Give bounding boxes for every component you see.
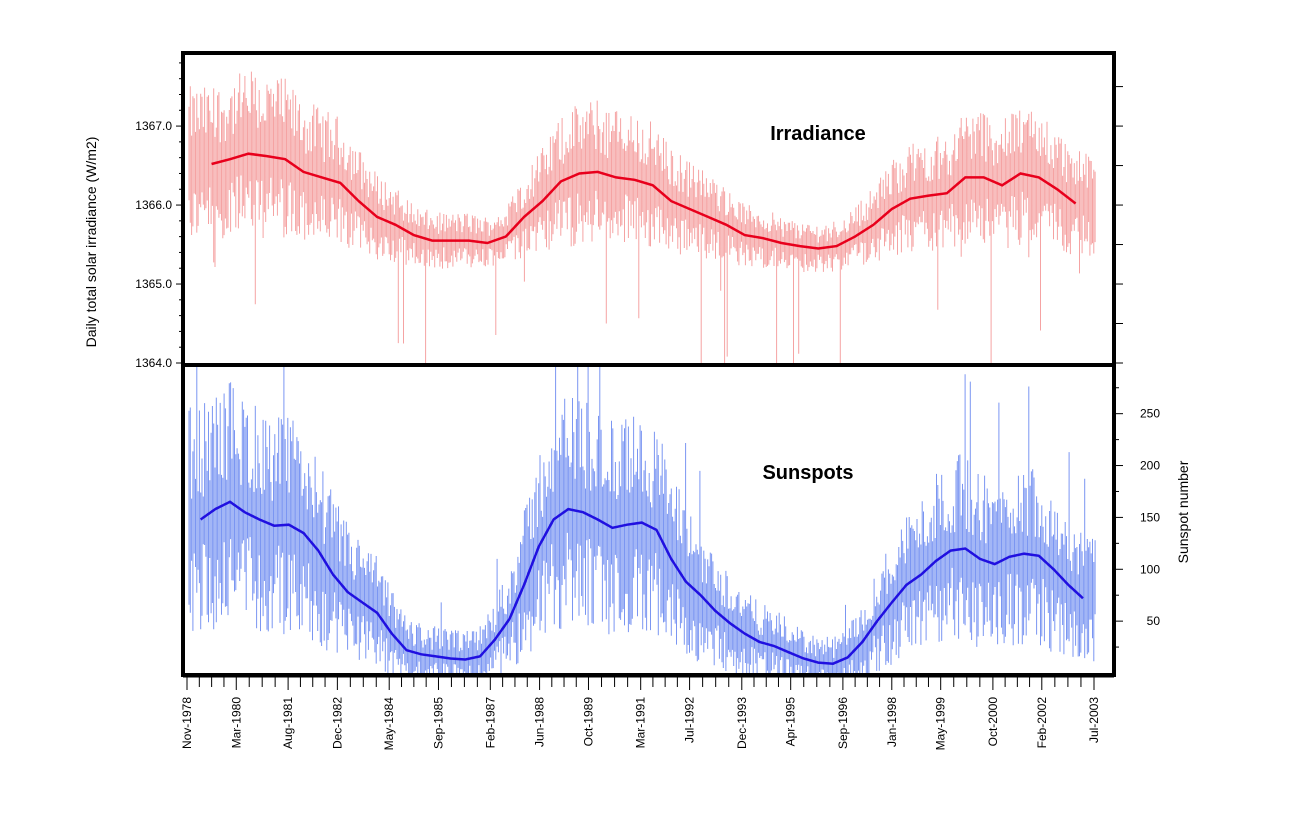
sunspot-daily-series	[188, 367, 1096, 673]
x-tick-label: Jun-1988	[533, 697, 547, 747]
x-tick-label: Aug-1981	[281, 697, 295, 749]
x-tick-label: Jul-1992	[683, 697, 697, 743]
time-x-axis: Nov-1978 Mar-1980 Aug-1981 Dec-1982 May-1984…	[180, 676, 1114, 751]
x-tick-label: Mar-1980	[229, 697, 243, 749]
irradiance-daily-series	[188, 71, 1096, 363]
irradiance-daily-trace	[188, 71, 1096, 363]
x-tick-label: May-1984	[382, 697, 396, 751]
x-axis-minor-ticks	[186, 677, 1095, 690]
sunspot-panel-title: Sunspots	[762, 462, 853, 484]
sunspot-smoothed-line	[199, 500, 1084, 665]
x-tick-label: Oct-1989	[582, 697, 596, 747]
x-tick-label: Dec-1993	[735, 697, 749, 749]
sunspot-y-axis-title: Sunspot number	[1175, 460, 1191, 563]
irradiance-smoothed-line	[211, 152, 1077, 250]
x-tick-label: Oct-2000	[986, 697, 1000, 747]
x-tick-label: Feb-2002	[1035, 697, 1049, 749]
x-tick-label: Mar-1991	[634, 697, 648, 749]
sunspot-panel-frame	[181, 363, 1116, 677]
x-tick-label: Sep-1985	[432, 697, 446, 749]
sunspot-y-tick-label: 100	[1140, 562, 1160, 576]
sunspot-y-tick-label: 200	[1140, 459, 1160, 473]
x-tick-label: Dec-1982	[330, 697, 344, 749]
x-axis-tick-labels: Nov-1978 Mar-1980 Aug-1981 Dec-1982 May-1984…	[180, 697, 1101, 751]
sunspot-y-tick-label: 150	[1140, 510, 1160, 524]
x-tick-label: Jul-2003	[1087, 697, 1101, 743]
sunspot-y-tick-label: 50	[1147, 614, 1161, 628]
x-tick-label: Jan-1998	[885, 697, 899, 747]
irradiance-y-tick-label: 1365.0	[135, 277, 172, 291]
irradiance-panel: 1364.0 1365.0 1366.0 1367.0 Daily total sol…	[83, 51, 1123, 370]
sunspot-y-axis: 50 100 150 200 250	[1112, 387, 1161, 648]
x-tick-label: May-1999	[934, 697, 948, 751]
irradiance-y-axis: 1364.0 1365.0 1366.0 1367.0	[135, 62, 185, 370]
irradiance-y-tick-label: 1364.0	[135, 356, 172, 370]
x-tick-label: Apr-1995	[784, 697, 798, 747]
x-tick-label: Sep-1996	[836, 697, 850, 749]
x-tick-label: Nov-1978	[180, 697, 194, 749]
sunspot-panel: 50 100 150 200 250 Sunspot number Sunspots	[181, 363, 1191, 677]
sunspot-y-tick-label: 250	[1140, 407, 1160, 421]
irradiance-y-tick-label: 1367.0	[135, 119, 172, 133]
irradiance-panel-title: Irradiance	[770, 123, 866, 145]
irradiance-y-tick-label: 1366.0	[135, 198, 172, 212]
sunspot-daily-trace	[188, 367, 1096, 673]
x-tick-label: Feb-1987	[483, 697, 497, 749]
irradiance-y-axis-title: Daily total solar irradiance (W/m2)	[83, 137, 99, 348]
